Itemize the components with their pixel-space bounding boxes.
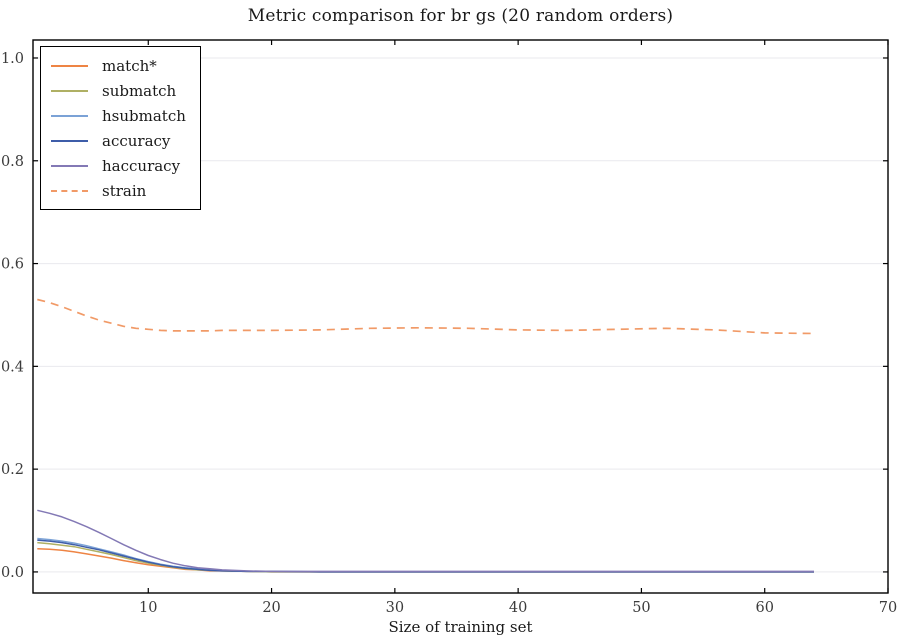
legend-label: match* [102,56,157,75]
y-tick-label: 1.0 [1,51,24,67]
legend-item-match: match* [51,53,186,78]
x-tick-label: 10 [139,600,157,616]
legend-label: hsubmatch [102,106,186,125]
x-tick-label: 20 [262,600,280,616]
y-tick-label: 0.6 [1,257,24,273]
legend-line-sample-submatch [51,89,88,92]
x-axis-title: Size of training set [388,618,533,636]
series-line-accuracy [37,539,814,573]
legend-label: strain [102,181,147,200]
y-tick-label: 0.8 [1,154,24,170]
series-line-haccuracy [37,509,814,573]
y-tick-label: 0.0 [1,565,24,581]
x-tick-label: 30 [386,600,404,616]
legend-line-sample-haccuracy [51,164,88,167]
legend-item-submatch: submatch [51,78,186,103]
chart-title: Metric comparison for br gs (20 random o… [247,6,674,26]
legend-line-sample-strain [51,189,88,192]
legend-line-sample-accuracy [51,139,88,142]
legend-line-sample-match [51,64,88,67]
legend: match* submatch hsubmatch accuracy haccu… [40,46,201,210]
x-tick-label: 70 [879,600,897,616]
legend-item-hsubmatch: hsubmatch [51,103,186,128]
y-tick-label: 0.2 [1,462,24,478]
plot-border [32,39,889,594]
legend-label: accuracy [102,131,171,150]
series-line-strain [37,298,815,335]
series-line-match [37,548,814,573]
y-tick-label: 0.4 [1,359,24,375]
x-tick-label: 40 [509,600,527,616]
legend-item-haccuracy: haccuracy [51,153,186,178]
legend-item-strain: strain [51,178,186,203]
series-line-hsubmatch [37,537,814,573]
legend-item-accuracy: accuracy [51,128,186,153]
x-tick-label: 50 [632,600,650,616]
legend-label: haccuracy [102,156,181,175]
legend-label: submatch [102,81,177,100]
x-tick-label: 60 [755,600,773,616]
legend-line-sample-hsubmatch [51,114,88,117]
